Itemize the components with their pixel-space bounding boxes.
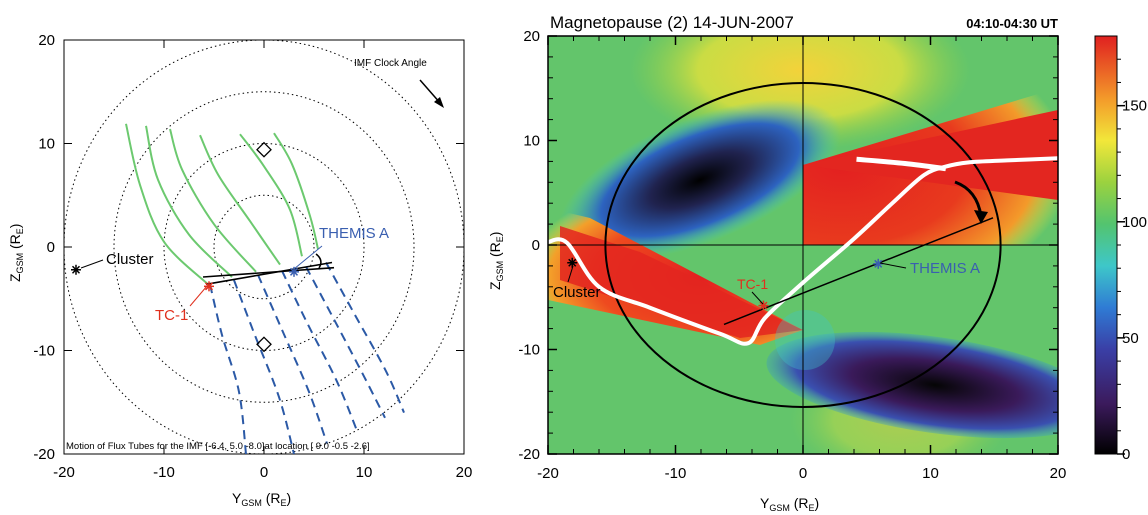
right-themis-leader (879, 262, 907, 269)
colorbar-tick-label: 100 (1122, 214, 1147, 231)
dashed-field-line (257, 274, 328, 444)
right-black-line (723, 217, 994, 326)
right-spacecraft-markers (567, 257, 884, 311)
left-caption: Motion of Flux Tubes for the IMF [-6.4, … (66, 441, 370, 452)
spacecraft-marker (758, 300, 769, 311)
x-tick-label: -10 (665, 465, 687, 482)
y-tick-label: 10 (38, 136, 55, 153)
left-green-field-lines (125, 123, 319, 286)
left-x-axis-label: YGSM (RE) (232, 490, 291, 508)
reconnection-line (723, 217, 994, 326)
dashed-field-line (325, 262, 405, 413)
shear-angle-heatmap (548, 36, 1058, 454)
y-tick-label: -20 (518, 446, 540, 463)
x-tick-label: 20 (1050, 465, 1067, 482)
right-tc1-leader (751, 291, 764, 305)
green-field-line (199, 134, 281, 266)
right-title: Magnetopause (2) 14-JUN-2007 (550, 13, 794, 32)
clock-angle-arrow-icon (419, 79, 444, 108)
dashed-field-line (281, 270, 359, 434)
left-tc1-label: TC-1 (155, 307, 188, 324)
distance-ring (163, 143, 365, 351)
colorbar-tick-label: 0 (1122, 446, 1130, 463)
x-tick-label: -10 (153, 464, 175, 481)
x-tick-label: 20 (456, 464, 473, 481)
right-x-ticks: -20 -10 0 10 20 (537, 36, 1066, 482)
diamond-marker (256, 141, 272, 158)
right-tc1-label: TC-1 (737, 276, 768, 292)
y-tick-label: -20 (33, 446, 55, 463)
reconnection-line (202, 266, 335, 278)
left-panel: -20 -10 0 10 20 -20 -10 0 10 20 Cluster THEMIS A… (7, 32, 472, 508)
colorbar-tick-label: 150 (1122, 98, 1147, 115)
y-tick-label: 0 (47, 239, 55, 256)
spacecraft-marker (204, 281, 214, 292)
right-x-axis-label: YGSM (RE) (760, 495, 819, 513)
spacecraft-marker (71, 264, 81, 275)
dashed-field-line (209, 284, 247, 454)
left-dashed-field-lines (209, 262, 405, 454)
left-diamonds (256, 141, 272, 353)
y-tick-label: -10 (33, 343, 55, 360)
x-tick-label: 10 (356, 464, 373, 481)
x-tick-label: 10 (922, 465, 939, 482)
dashed-field-line (305, 266, 386, 419)
left-tc1-leader (189, 285, 208, 307)
right-cluster-leader (567, 265, 574, 283)
x-tick-label: -20 (53, 464, 75, 481)
x-tick-label: 0 (260, 464, 268, 481)
left-spacecraft-markers (71, 264, 299, 292)
green-field-line (169, 128, 257, 273)
magnetopause-boundary (604, 82, 1002, 408)
green-field-line (273, 132, 319, 250)
left-y-ticks: -20 -10 0 10 20 (33, 32, 464, 463)
reconnection-line (205, 261, 333, 286)
x-tick-label: -20 (537, 465, 559, 482)
colorbar-tick-label: 50 (1122, 330, 1139, 347)
distance-ring (113, 91, 415, 403)
y-tick-label: 20 (38, 32, 55, 49)
right-arrowhead-icon (974, 210, 988, 224)
left-plot-frame (63, 39, 465, 455)
green-field-line (145, 125, 233, 278)
left-cluster-label: Cluster (106, 251, 154, 268)
green-field-line (239, 133, 303, 257)
left-x-ticks: -20 -10 0 10 20 (53, 40, 472, 481)
y-tick-label: 10 (523, 133, 540, 150)
right-panel: Cluster TC-1 THEMIS A -20 -10 0 10 20 -20 -10… (487, 13, 1147, 513)
colorbar-ticks: 0 50 100 150 (1117, 58, 1147, 463)
y-tick-label: 0 (532, 237, 540, 254)
spacecraft-marker (567, 257, 578, 268)
dashed-field-line (233, 279, 295, 454)
left-rings (64, 40, 464, 454)
imf-clock-angle-label: IMF Clock Angle (354, 58, 427, 69)
right-white-curve (548, 156, 1058, 346)
spacecraft-marker (873, 258, 884, 269)
green-field-line (125, 123, 209, 286)
right-y-ticks: -20 -10 0 10 20 (518, 28, 1058, 463)
left-themis-leader (293, 245, 323, 270)
colorbar (1094, 35, 1118, 455)
white-trajectory (548, 156, 1058, 346)
white-upper-segment (856, 156, 947, 172)
y-tick-label: -10 (518, 342, 540, 359)
right-themis-label: THEMIS A (910, 260, 980, 277)
left-y-axis-label: ZGSM (RE) (7, 224, 25, 282)
spacecraft-marker (289, 266, 299, 277)
x-tick-label: 0 (799, 465, 807, 482)
distance-ring (213, 194, 315, 300)
y-tick-label: 20 (523, 28, 540, 45)
left-reconnection-lines (202, 261, 335, 286)
right-time-range: 04:10-04:30 UT (966, 16, 1058, 31)
left-cluster-leader (80, 259, 104, 269)
diamond-marker (256, 336, 272, 353)
right-cluster-label: Cluster (553, 284, 601, 301)
left-rotation-arrow-icon (315, 253, 322, 269)
right-y-axis-label: ZGSM (RE) (487, 232, 505, 290)
left-themis-label: THEMIS A (319, 225, 389, 242)
